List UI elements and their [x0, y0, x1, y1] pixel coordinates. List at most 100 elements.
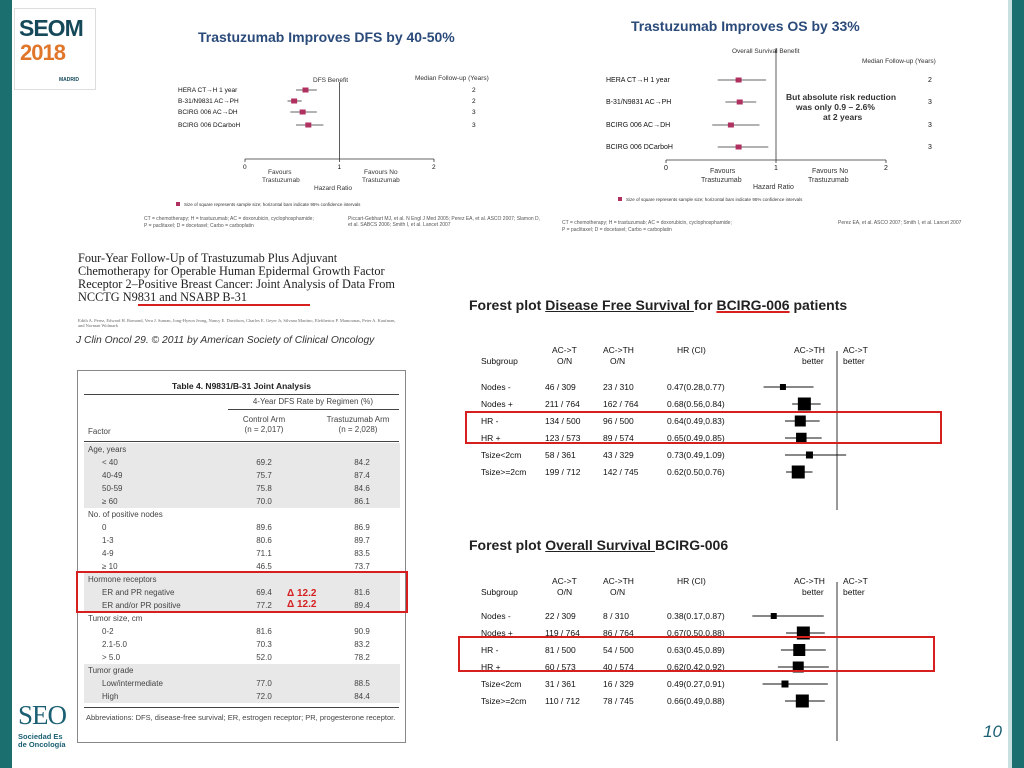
forest-hr-ci-value: 0.68(0.56,0.84)	[667, 399, 725, 409]
table-cell-trastuzumab: 73.7	[354, 562, 370, 571]
table-row: 2.1-5.0 70.3 83.2	[84, 638, 400, 651]
delta-er-pr-positive: Δ 12.2	[287, 599, 317, 610]
table-cell-factor: Tumor grade	[88, 666, 134, 675]
table-col-control-name: Control Arm	[242, 415, 286, 424]
os-summary-forest-plot: Overall Survival Benefit Median Follow-u…	[606, 48, 936, 202]
os-favours-right-2: Trastuzumab	[808, 177, 849, 184]
dfs-footnote-1: CT = chemotherapy; H = trastuzumab; AC =…	[144, 216, 314, 222]
seo-sub-line-2: de Oncología	[18, 740, 66, 749]
summary-followup-value: 2	[928, 77, 932, 84]
table-cell-factor: High	[102, 692, 119, 701]
forest-header-subgroup: Subgroup	[481, 356, 518, 366]
summary-x-tick-label: 2	[432, 164, 436, 171]
table-cell-factor: 2.1-5.0	[102, 640, 127, 649]
table-cell-factor: 0	[102, 523, 107, 532]
logo-year-text: 2018	[20, 40, 66, 65]
summary-hr-marker	[302, 87, 309, 93]
table-row: > 5.0 52.0 78.2	[84, 651, 400, 664]
dfs-favours-right-2: Trastuzumab	[362, 177, 400, 184]
table-group-row: Tumor size, cm	[84, 612, 400, 625]
summary-followup-value: 3	[928, 122, 932, 129]
table-cell-factor: Low/intermediate	[102, 679, 163, 688]
table-row: ≥ 10 46.5 73.7	[84, 560, 400, 573]
summary-followup-value: 3	[928, 144, 932, 151]
table-cell-factor: 4-9	[102, 549, 114, 558]
forest-subgroup-label: Tsize>=2cm	[481, 467, 526, 477]
dfs-summary-panel: Trastuzumab Improves DFS by 40-50% DFS B…	[138, 12, 550, 234]
paper-trial-underline	[138, 304, 310, 306]
table-cell-control: 46.5	[256, 562, 272, 571]
forest-header-act-2: O/N	[557, 356, 572, 366]
table-cell-factor: 50-59	[102, 484, 123, 493]
forest-acth-value: 162 / 764	[603, 399, 639, 409]
forest-subgroup-label: Tsize>=2cm	[481, 696, 526, 706]
table-col-control: Control Arm (n = 2,017)	[224, 415, 304, 435]
forest-act-value: 46 / 309	[545, 382, 576, 392]
table-title: Table 4. N9831/B-31 Joint Analysis	[172, 381, 311, 391]
logo-city-text: MADRID	[59, 77, 79, 83]
dfs-forest-heading: Forest plot Disease Free Survival for BC…	[469, 297, 847, 313]
table-cell-trastuzumab: 86.9	[354, 523, 370, 532]
table-cell-control: 75.8	[256, 484, 272, 493]
table-cell-factor: No. of positive nodes	[88, 510, 163, 519]
forest-hr-ci-value: 0.47(0.28,0.77)	[667, 382, 725, 392]
dfs-x-axis-label: Hazard Ratio	[314, 185, 352, 192]
forest-hr-ci-value: 0.67(0.50,0.88)	[667, 628, 725, 638]
forest-act-value: 22 / 309	[545, 611, 576, 621]
summary-x-tick-label: 0	[664, 165, 668, 172]
forest-acth-value: 142 / 745	[603, 467, 639, 477]
forest-header-act-1: AC->T	[552, 576, 577, 586]
table-row: 50-59 75.8 84.6	[84, 482, 400, 495]
forest-hr-ci-value: 0.73(0.49,1.09)	[667, 450, 725, 460]
os-heading-prefix: Forest plot	[469, 537, 546, 553]
paper-citation: J Clin Oncol 29. © 2011 by American Soci…	[76, 335, 375, 346]
forest-subgroup-label: Nodes -	[481, 611, 511, 621]
forest-acth-value: 16 / 329	[603, 679, 634, 689]
summary-hr-marker	[735, 77, 742, 83]
table-cell-control: 89.6	[256, 523, 272, 532]
table-cell-control: 81.6	[256, 627, 272, 636]
table-cell-control: 69.4	[256, 588, 272, 597]
forest-hr-ci-value: 0.64(0.49,0.83)	[667, 416, 725, 426]
forest-hr-ci-value: 0.65(0.49,0.85)	[667, 433, 725, 443]
forest-subgroup-label: Tsize<2cm	[481, 450, 521, 460]
table-rule-head	[84, 441, 399, 442]
summary-hr-marker	[291, 98, 298, 104]
table-cell-trastuzumab: 89.7	[354, 536, 370, 545]
forest-header-better-act-2: better	[843, 587, 865, 597]
summary-x-tick-label: 1	[338, 164, 342, 171]
table-cell-factor: 1-3	[102, 536, 114, 545]
seo-sub-line-1: Sociedad Es	[18, 732, 63, 741]
os-footnote-3: Perez EA, et al. ASCO 2007; Smith I, et …	[838, 220, 962, 226]
os-legend-square	[618, 197, 622, 201]
forest-header-better-act-1: AC->T	[843, 576, 868, 586]
table-cell-trastuzumab: 87.4	[354, 471, 370, 480]
summary-study-label: BCIRG 006 AC→DH	[606, 122, 670, 129]
os-footnote-2: P = paclitaxel; D = docetaxel; Carbo = c…	[562, 227, 672, 233]
table-cell-control: 77.0	[256, 679, 272, 688]
dfs-heading-mid: for	[693, 297, 717, 313]
summary-study-label: HERA CT→H 1 year	[178, 87, 238, 94]
forest-act-value: 119 / 764	[545, 628, 580, 638]
table-group-header: 4-Year DFS Rate by Regimen (%)	[252, 397, 374, 406]
table-row: 40-49 75.7 87.4	[84, 469, 400, 482]
forest-hr-square	[795, 694, 809, 708]
os-benefit-label: Overall Survival Benefit	[732, 48, 800, 55]
table-cell-factor: < 40	[102, 458, 118, 467]
os-annotation-3: at 2 years	[823, 112, 862, 122]
forest-header-acth-2: O/N	[610, 356, 625, 366]
paper-title: Four-Year Follow-Up of Trastuzumab Plus …	[78, 251, 395, 304]
forest-hr-ci-value: 0.49(0.27,0.91)	[667, 679, 725, 689]
forest-hr-square	[793, 644, 806, 656]
forest-hr-ci-value: 0.62(0.42,0.92)	[667, 662, 725, 672]
forest-header-acth-1: AC->TH	[603, 576, 634, 586]
seo-logo: SEO	[18, 700, 67, 730]
os-annotation-1: But absolute risk reduction	[786, 92, 896, 102]
forest-header-acth-1: AC->TH	[603, 345, 634, 355]
summary-x-tick-label: 2	[884, 165, 888, 172]
table-row: 0-2 81.6 90.9	[84, 625, 400, 638]
table-row: ER and PR negative 69.4 81.6	[84, 586, 400, 599]
forest-hr-ci-value: 0.63(0.45,0.89)	[667, 645, 725, 655]
forest-act-value: 134 / 500	[545, 416, 581, 426]
forest-hr-square	[779, 384, 786, 390]
